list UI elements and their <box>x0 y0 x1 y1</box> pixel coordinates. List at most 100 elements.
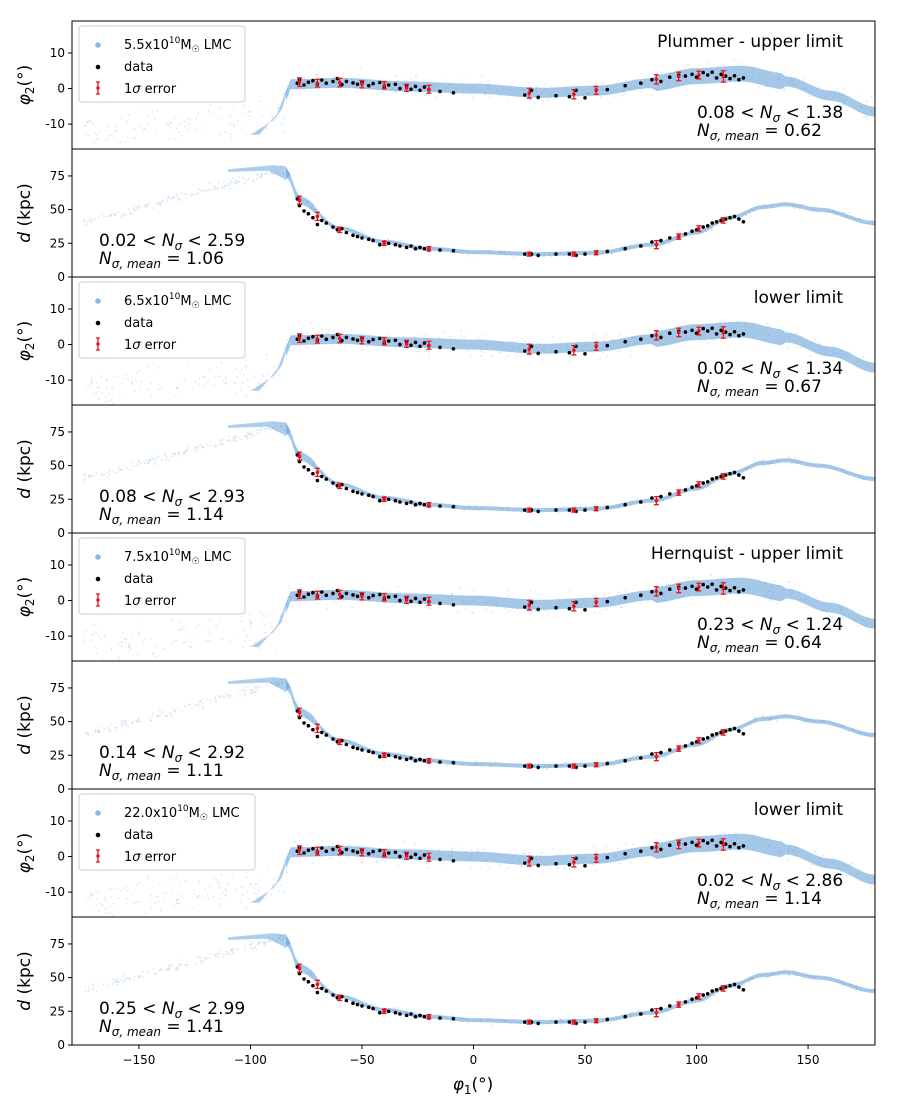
model-particle <box>153 117 156 120</box>
model-particle <box>273 878 276 881</box>
model-particle <box>349 605 352 608</box>
model-particle <box>351 588 354 590</box>
model-particle <box>101 657 103 660</box>
error-bar <box>696 993 702 1000</box>
data-point <box>393 498 398 503</box>
model-particle <box>332 76 335 78</box>
model-particle <box>245 395 248 397</box>
model-particle <box>337 480 340 483</box>
error-bar-center <box>527 347 532 351</box>
model-particle <box>124 725 127 728</box>
error-bar <box>404 339 410 349</box>
model-particle <box>482 351 484 353</box>
model-particle <box>180 884 182 886</box>
error-bars <box>297 707 726 769</box>
data-point <box>418 344 422 349</box>
model-particle <box>132 207 135 210</box>
model-particle <box>236 435 239 438</box>
data-point <box>650 589 654 594</box>
model-particle <box>316 73 318 75</box>
model-particle <box>176 968 179 970</box>
data-point <box>523 508 527 512</box>
model-particle <box>177 902 180 905</box>
error-bar-center <box>527 603 532 607</box>
data-point <box>523 349 527 353</box>
data-point <box>398 500 402 504</box>
data-point <box>438 345 442 350</box>
model-particle <box>259 124 261 127</box>
model-particle <box>88 120 91 123</box>
model-particle <box>168 712 171 714</box>
data-point <box>344 335 349 340</box>
model-particle <box>239 389 242 392</box>
model-particle <box>113 213 116 216</box>
data-point <box>409 599 413 604</box>
data-point <box>393 850 398 855</box>
model-particle <box>124 720 127 723</box>
model-particle <box>235 182 238 185</box>
model-particle <box>333 76 336 78</box>
model-particle <box>206 893 209 896</box>
model-particle <box>812 863 815 866</box>
data-point <box>650 1008 654 1012</box>
model-particle <box>380 77 383 80</box>
model-particle <box>264 172 267 175</box>
model-particle <box>803 78 806 81</box>
model-stream-leading-arm <box>228 165 291 180</box>
model-particle <box>269 940 272 942</box>
model-particle <box>381 587 384 590</box>
model-particle <box>212 877 215 880</box>
model-particle <box>181 709 183 712</box>
model-particle <box>107 725 109 728</box>
error-bar <box>571 600 577 612</box>
nsigma-range: 0.23 < Nσ < 1.24 <box>697 615 843 637</box>
model-particle <box>132 462 135 464</box>
model-particle <box>204 384 206 387</box>
model-particle <box>127 977 130 979</box>
model-particle <box>283 93 285 96</box>
model-particle <box>145 460 147 462</box>
model-particle <box>87 474 90 477</box>
model-particle <box>163 897 166 900</box>
model-particle <box>219 886 222 889</box>
data-point <box>583 252 587 256</box>
data-point <box>701 582 705 587</box>
model-particle <box>306 346 309 349</box>
model-particle <box>750 468 752 471</box>
model-particle <box>197 112 199 115</box>
model-particle <box>711 739 714 742</box>
error-bar <box>720 217 726 224</box>
data-point <box>639 500 643 504</box>
model-particle <box>93 646 96 649</box>
model-particle <box>231 950 233 953</box>
data-point <box>705 736 710 740</box>
data-point <box>386 241 391 246</box>
error-bar <box>653 495 659 506</box>
model-particle <box>219 638 221 640</box>
data-point <box>639 337 643 342</box>
model-particle <box>230 948 233 951</box>
error-bar <box>526 763 532 769</box>
model-particle <box>249 115 252 118</box>
model-particle <box>250 943 253 945</box>
model-particle <box>126 378 129 380</box>
model-particle <box>202 961 205 963</box>
model-particle <box>407 604 410 606</box>
error-bar <box>337 482 343 490</box>
model-particle <box>528 851 531 854</box>
model-particle <box>247 432 249 434</box>
error-bar-center <box>654 242 659 247</box>
error-bar <box>676 583 682 594</box>
error-bar-center <box>315 849 320 854</box>
model-particle <box>185 449 188 452</box>
model-particle <box>158 201 161 204</box>
error-bar <box>426 758 432 764</box>
model-particle <box>249 688 252 691</box>
model-particle <box>517 356 520 358</box>
model-particle <box>254 690 257 693</box>
model-particle <box>669 498 672 500</box>
model-particle <box>266 865 269 868</box>
model-particle <box>240 438 243 441</box>
model-stream-leading-arm <box>228 933 291 948</box>
model-particle <box>146 875 149 877</box>
